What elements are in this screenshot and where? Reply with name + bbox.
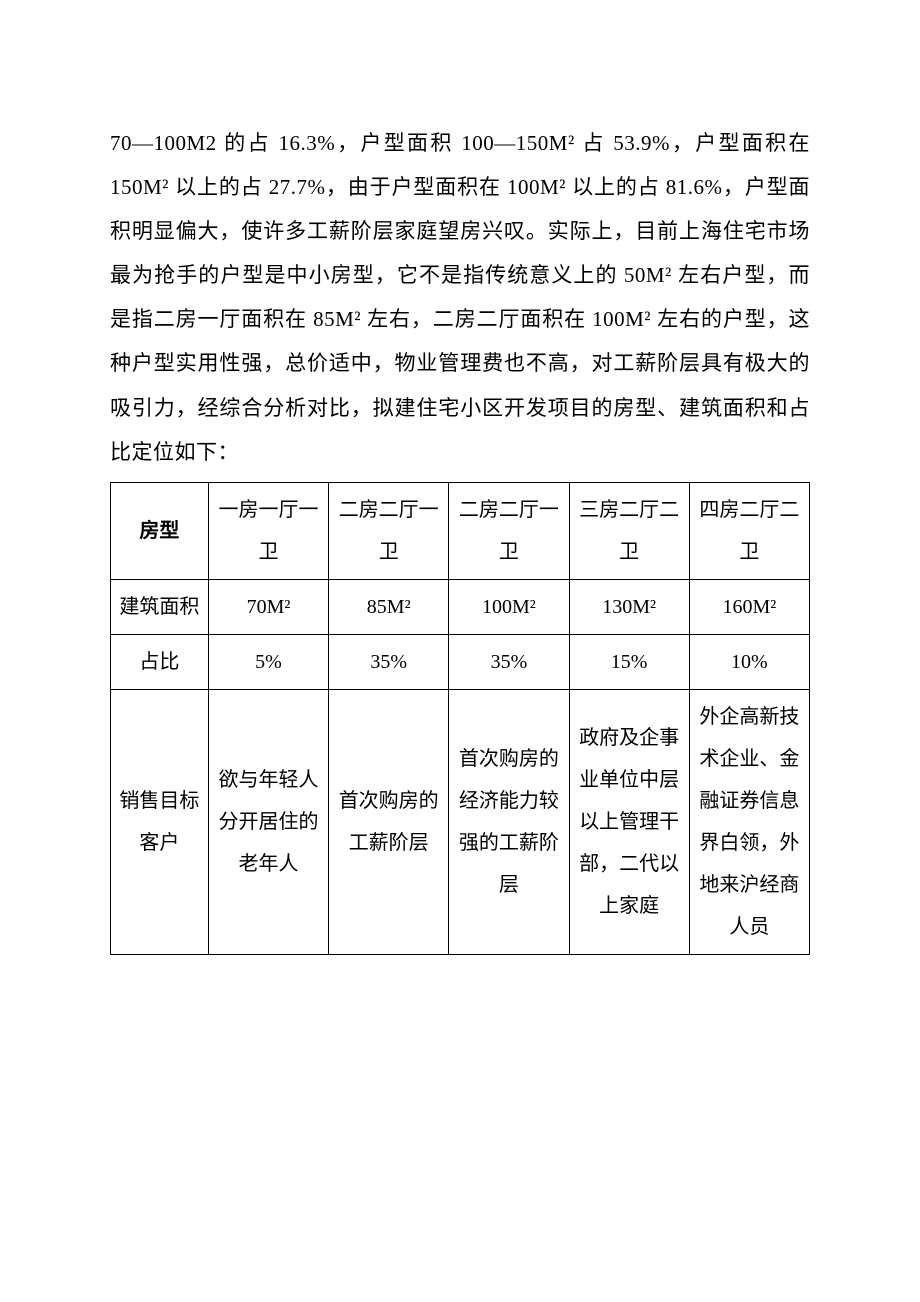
area-cell: 100M² <box>449 579 569 634</box>
header-label: 房型 <box>111 482 209 579</box>
area-cell: 160M² <box>689 579 809 634</box>
ratio-cell: 10% <box>689 634 809 689</box>
table-header-row: 房型 一房一厅一卫 二房二厅一卫 二房二厅一卫 三房二厅二卫 四房二厅二卫 <box>111 482 810 579</box>
header-cell: 二房二厅一卫 <box>329 482 449 579</box>
housing-type-table: 房型 一房一厅一卫 二房二厅一卫 二房二厅一卫 三房二厅二卫 四房二厅二卫 建筑… <box>110 482 810 955</box>
area-cell: 85M² <box>329 579 449 634</box>
ratio-cell: 35% <box>449 634 569 689</box>
target-cell: 政府及企事业单位中层以上管理干部，二代以上家庭 <box>569 689 689 954</box>
ratio-cell: 5% <box>208 634 328 689</box>
area-cell: 70M² <box>208 579 328 634</box>
body-paragraph: 70—100M2 的占 16.3%，户型面积 100—150M² 占 53.9%… <box>110 121 810 474</box>
table-target-row: 销售目标客户 欲与年轻人分开居住的老年人 首次购房的工薪阶层 首次购房的经济能力… <box>111 689 810 954</box>
target-cell: 欲与年轻人分开居住的老年人 <box>208 689 328 954</box>
ratio-cell: 35% <box>329 634 449 689</box>
header-cell: 四房二厅二卫 <box>689 482 809 579</box>
row-label: 占比 <box>111 634 209 689</box>
table-ratio-row: 占比 5% 35% 35% 15% 10% <box>111 634 810 689</box>
ratio-cell: 15% <box>569 634 689 689</box>
row-label: 建筑面积 <box>111 579 209 634</box>
target-cell: 外企高新技术企业、金融证券信息界白领，外地来沪经商人员 <box>689 689 809 954</box>
target-cell: 首次购房的工薪阶层 <box>329 689 449 954</box>
header-cell: 二房二厅一卫 <box>449 482 569 579</box>
table-area-row: 建筑面积 70M² 85M² 100M² 130M² 160M² <box>111 579 810 634</box>
area-cell: 130M² <box>569 579 689 634</box>
header-cell: 三房二厅二卫 <box>569 482 689 579</box>
header-cell: 一房一厅一卫 <box>208 482 328 579</box>
document-page: 70—100M2 的占 16.3%，户型面积 100—150M² 占 53.9%… <box>0 0 920 1035</box>
row-label: 销售目标客户 <box>111 689 209 954</box>
target-cell: 首次购房的经济能力较强的工薪阶层 <box>449 689 569 954</box>
